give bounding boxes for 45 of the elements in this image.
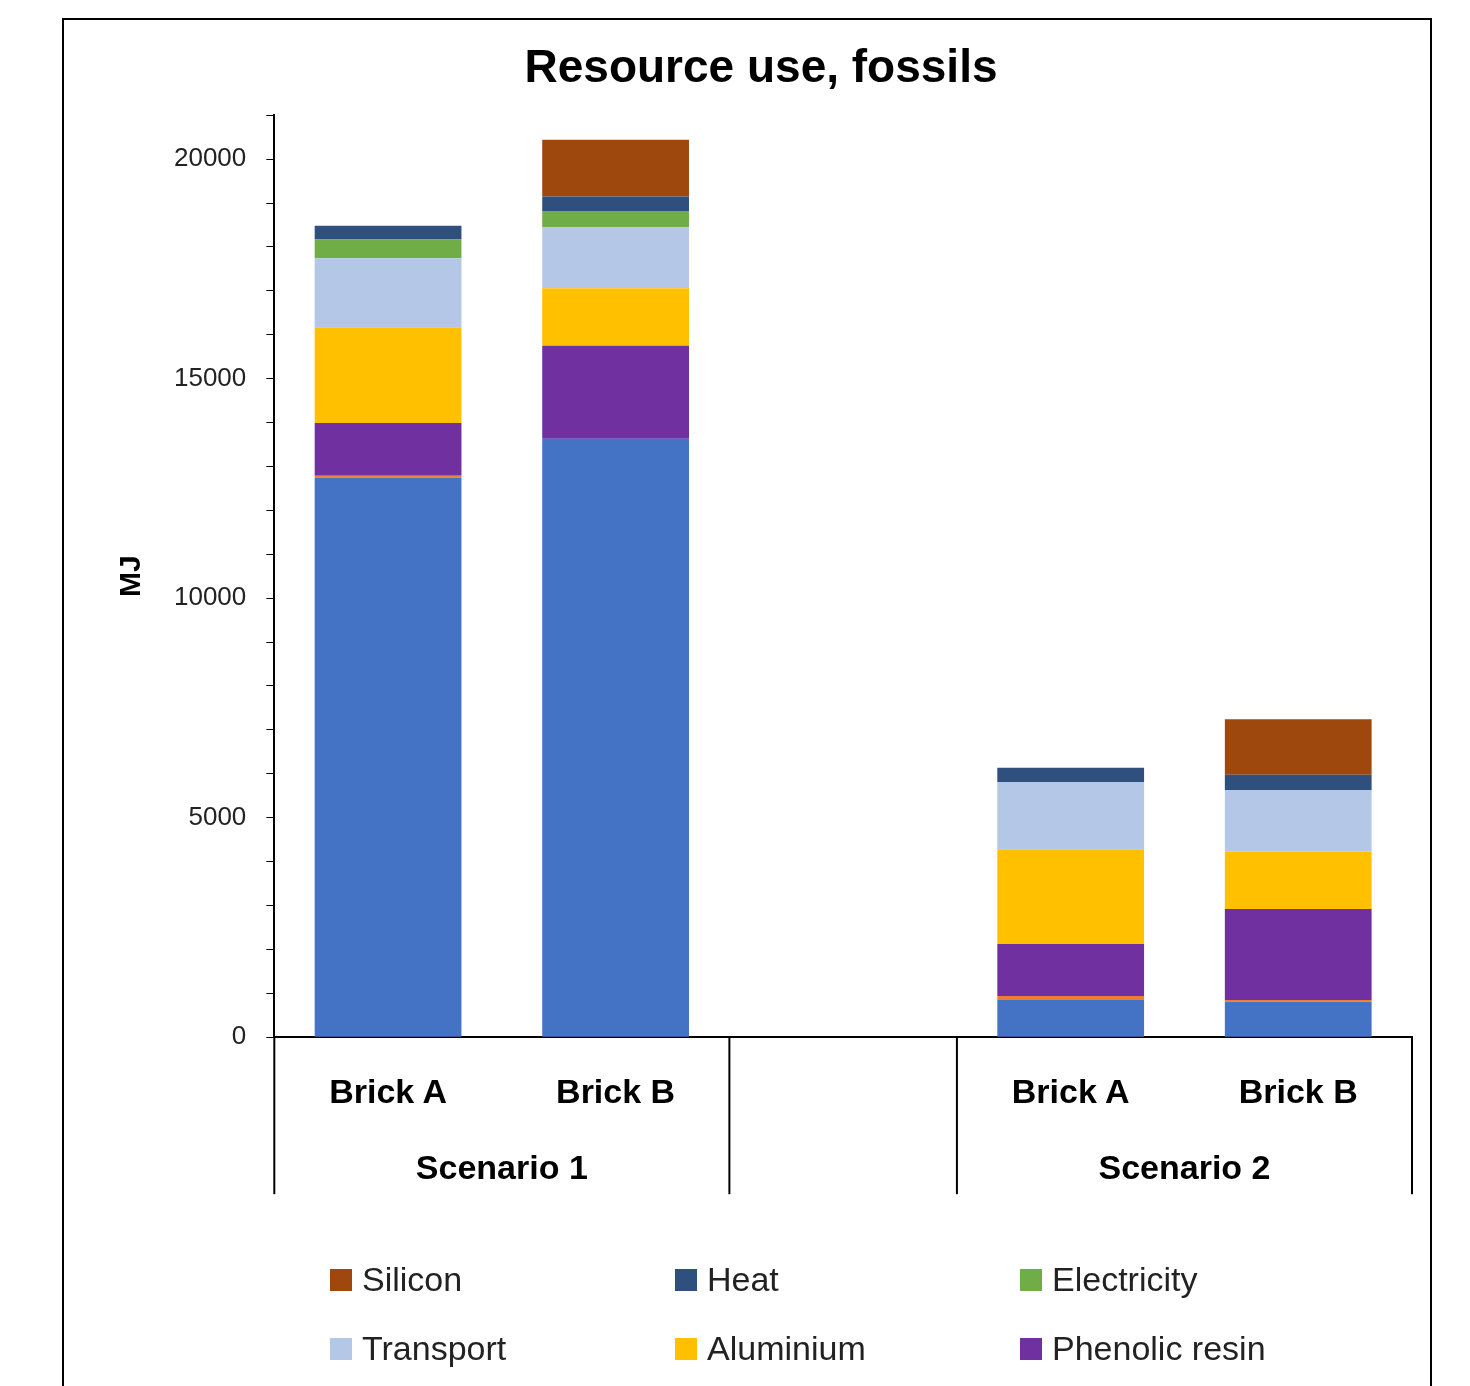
y-tick-label: 5000 (188, 800, 247, 831)
bar (314, 239, 462, 259)
bar (1224, 1001, 1372, 1037)
bar (314, 475, 462, 478)
y-tick-label: 20000 (173, 142, 247, 173)
legend-label: Silicon (362, 1260, 463, 1299)
bar (1224, 909, 1372, 1000)
bar (314, 258, 462, 328)
y-tick-label: 15000 (173, 361, 247, 392)
bar (542, 438, 689, 1037)
bar (997, 999, 1145, 1037)
legend-label: Transport (362, 1329, 507, 1368)
legend-label: Phenolic resin (1052, 1329, 1266, 1368)
legend-label: Aluminium (707, 1329, 866, 1368)
legend-label: Heat (707, 1260, 779, 1299)
x-tick-label: Brick A (1011, 1071, 1130, 1110)
bar (314, 477, 462, 1037)
text: Scenario 1 (415, 1147, 588, 1186)
x-tick-label: Brick A (329, 1071, 447, 1110)
x-tick-label: Brick B (1238, 1071, 1358, 1110)
bar (314, 422, 462, 476)
y-tick-label: 10000 (173, 581, 247, 612)
bar (997, 782, 1145, 850)
bar (314, 327, 462, 423)
bar (542, 227, 689, 289)
x-tick-label: Brick B (556, 1071, 676, 1110)
legend-label: Electricity (1052, 1260, 1198, 1299)
bar (542, 345, 689, 439)
bar (997, 995, 1145, 1000)
bar (997, 849, 1145, 945)
bar (542, 196, 689, 211)
y-axis-title: MJ (113, 555, 147, 598)
chart-title: Resource use, fossils (524, 40, 998, 93)
bar (314, 225, 462, 240)
text: Scenario 2 (1098, 1147, 1271, 1186)
y-tick-label: 0 (231, 1020, 247, 1051)
bar (542, 210, 689, 228)
bar (997, 944, 1145, 996)
bar (997, 767, 1145, 783)
bar (1224, 851, 1372, 909)
bar (542, 288, 689, 346)
bar (1224, 719, 1372, 775)
bar (542, 139, 689, 197)
bar (1224, 774, 1372, 791)
bar (1224, 790, 1372, 852)
